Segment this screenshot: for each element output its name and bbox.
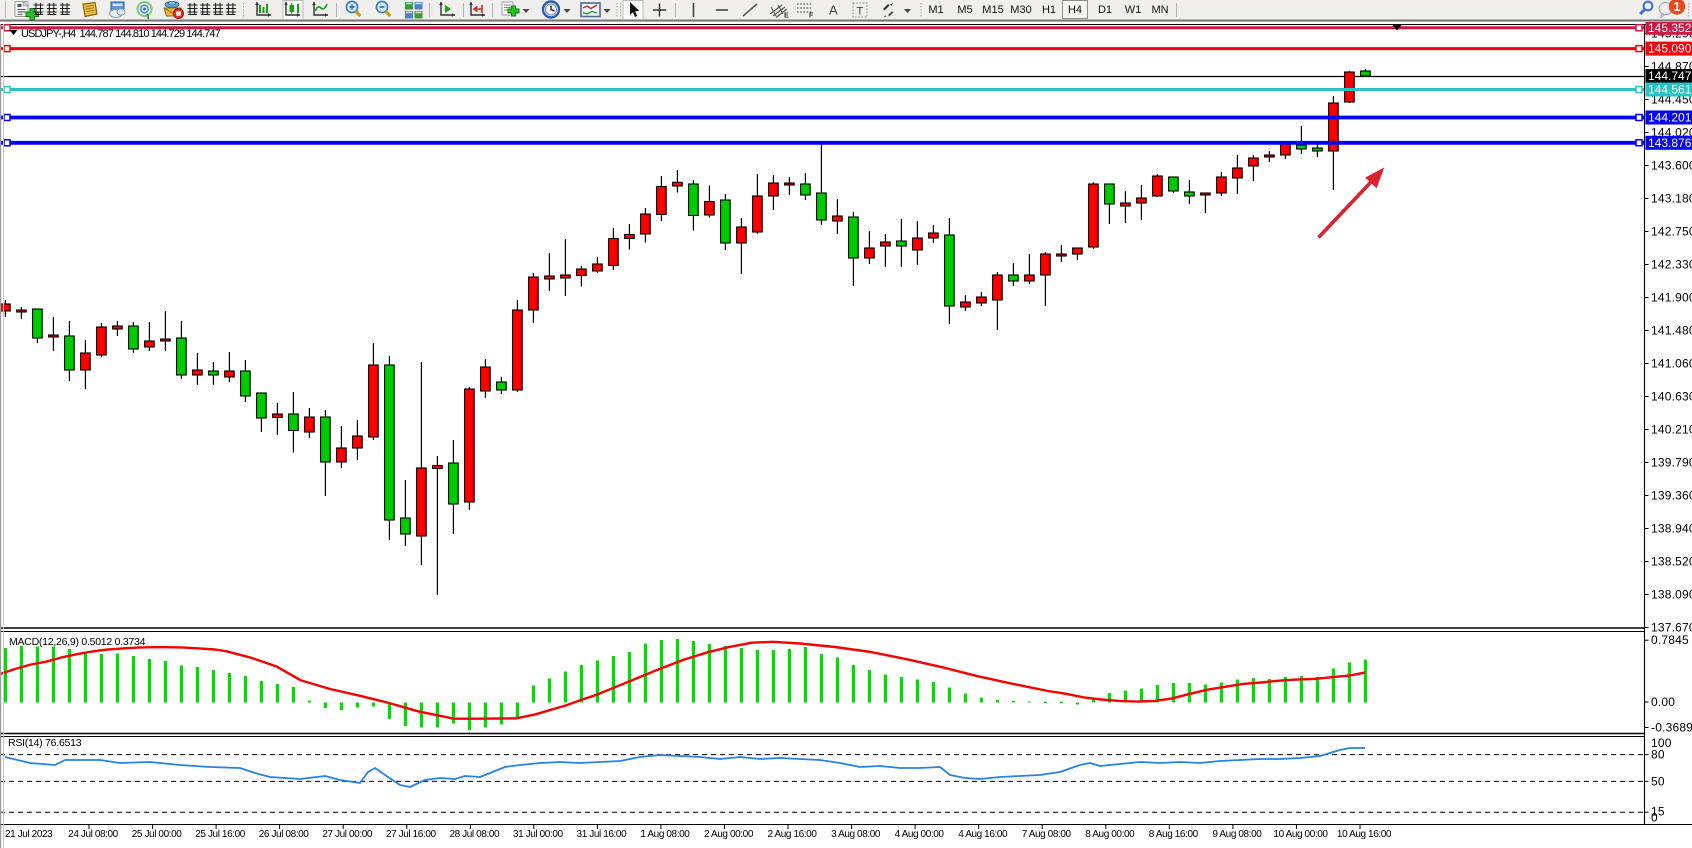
svg-text:140.630: 140.630: [1651, 390, 1692, 404]
svg-text:8 Aug 16:00: 8 Aug 16:00: [1149, 829, 1199, 840]
svg-text:143.180: 143.180: [1651, 192, 1692, 206]
svg-text:F: F: [809, 13, 814, 20]
svg-text:141.060: 141.060: [1651, 357, 1692, 371]
svg-text:139.360: 139.360: [1651, 489, 1692, 503]
svg-text:-0.3689: -0.3689: [1651, 721, 1692, 735]
svg-text:143.600: 143.600: [1651, 159, 1692, 173]
svg-text:100: 100: [1651, 736, 1672, 750]
svg-text:1: 1: [1674, 0, 1681, 14]
svg-text:27 Jul 16:00: 27 Jul 16:00: [386, 829, 437, 840]
svg-text:7 Aug 08:00: 7 Aug 08:00: [1022, 829, 1072, 840]
svg-text:8 Aug 00:00: 8 Aug 00:00: [1085, 829, 1135, 840]
svg-text:138.940: 138.940: [1651, 522, 1692, 536]
svg-text:A: A: [829, 3, 838, 18]
svg-text:T: T: [857, 6, 864, 18]
svg-text:10 Aug 16:00: 10 Aug 16:00: [1337, 829, 1392, 840]
svg-text:139.790: 139.790: [1651, 456, 1692, 470]
svg-text:50: 50: [1651, 774, 1665, 788]
svg-text:27 Jul 00:00: 27 Jul 00:00: [322, 829, 373, 840]
svg-text:142.750: 142.750: [1651, 225, 1692, 239]
svg-text:0.7845: 0.7845: [1651, 633, 1689, 647]
svg-text:145.352: 145.352: [1648, 22, 1692, 35]
svg-text:1 Aug 08:00: 1 Aug 08:00: [640, 829, 690, 840]
svg-text:3 Aug 08:00: 3 Aug 08:00: [831, 829, 881, 840]
svg-text:15: 15: [1651, 805, 1665, 819]
svg-text:28 Jul 08:00: 28 Jul 08:00: [449, 829, 500, 840]
svg-text:26 Jul 08:00: 26 Jul 08:00: [259, 829, 310, 840]
svg-text:2 Aug 16:00: 2 Aug 16:00: [768, 829, 818, 840]
svg-text:24 Jul 08:00: 24 Jul 08:00: [68, 829, 119, 840]
svg-text:4 Aug 16:00: 4 Aug 16:00: [958, 829, 1008, 840]
svg-text:31 Jul 00:00: 31 Jul 00:00: [513, 829, 564, 840]
svg-text:4 Aug 00:00: 4 Aug 00:00: [895, 829, 945, 840]
svg-text:138.520: 138.520: [1651, 555, 1692, 569]
svg-text:144.201: 144.201: [1648, 111, 1692, 125]
svg-text:141.900: 141.900: [1651, 291, 1692, 305]
svg-text:138.090: 138.090: [1651, 588, 1692, 602]
svg-text:144.561: 144.561: [1648, 83, 1692, 97]
svg-text:0: 0: [1651, 811, 1658, 825]
svg-text:9 Aug 08:00: 9 Aug 08:00: [1212, 829, 1262, 840]
svg-text:142.330: 142.330: [1651, 258, 1692, 272]
svg-text:143.876: 143.876: [1648, 136, 1692, 150]
svg-text:141.480: 141.480: [1651, 324, 1692, 338]
svg-text:80: 80: [1651, 748, 1665, 762]
svg-text:31 Jul 16:00: 31 Jul 16:00: [577, 829, 628, 840]
svg-text:144.747: 144.747: [1648, 69, 1692, 83]
svg-text:25 Jul 16:00: 25 Jul 16:00: [195, 829, 246, 840]
svg-text:MACD(12,26,9) 0.5012 0.3734: MACD(12,26,9) 0.5012 0.3734: [9, 636, 146, 648]
svg-text:21 Jul 2023: 21 Jul 2023: [5, 829, 53, 840]
svg-text:145.090: 145.090: [1648, 42, 1692, 56]
svg-text:0.00: 0.00: [1651, 695, 1675, 709]
svg-text:E: E: [784, 13, 789, 20]
svg-text:RSI(14) 76.6513: RSI(14) 76.6513: [8, 737, 82, 749]
svg-text:USDJPY-,H4 144.787 144.810 14: USDJPY-,H4 144.787 144.810 144.729 144.7…: [21, 28, 221, 40]
svg-text:10 Aug 00:00: 10 Aug 00:00: [1273, 829, 1328, 840]
svg-text:25 Jul 00:00: 25 Jul 00:00: [132, 829, 183, 840]
svg-text:137.670: 137.670: [1651, 621, 1692, 635]
svg-text:140.210: 140.210: [1651, 423, 1692, 437]
svg-text:2 Aug 00:00: 2 Aug 00:00: [704, 829, 754, 840]
